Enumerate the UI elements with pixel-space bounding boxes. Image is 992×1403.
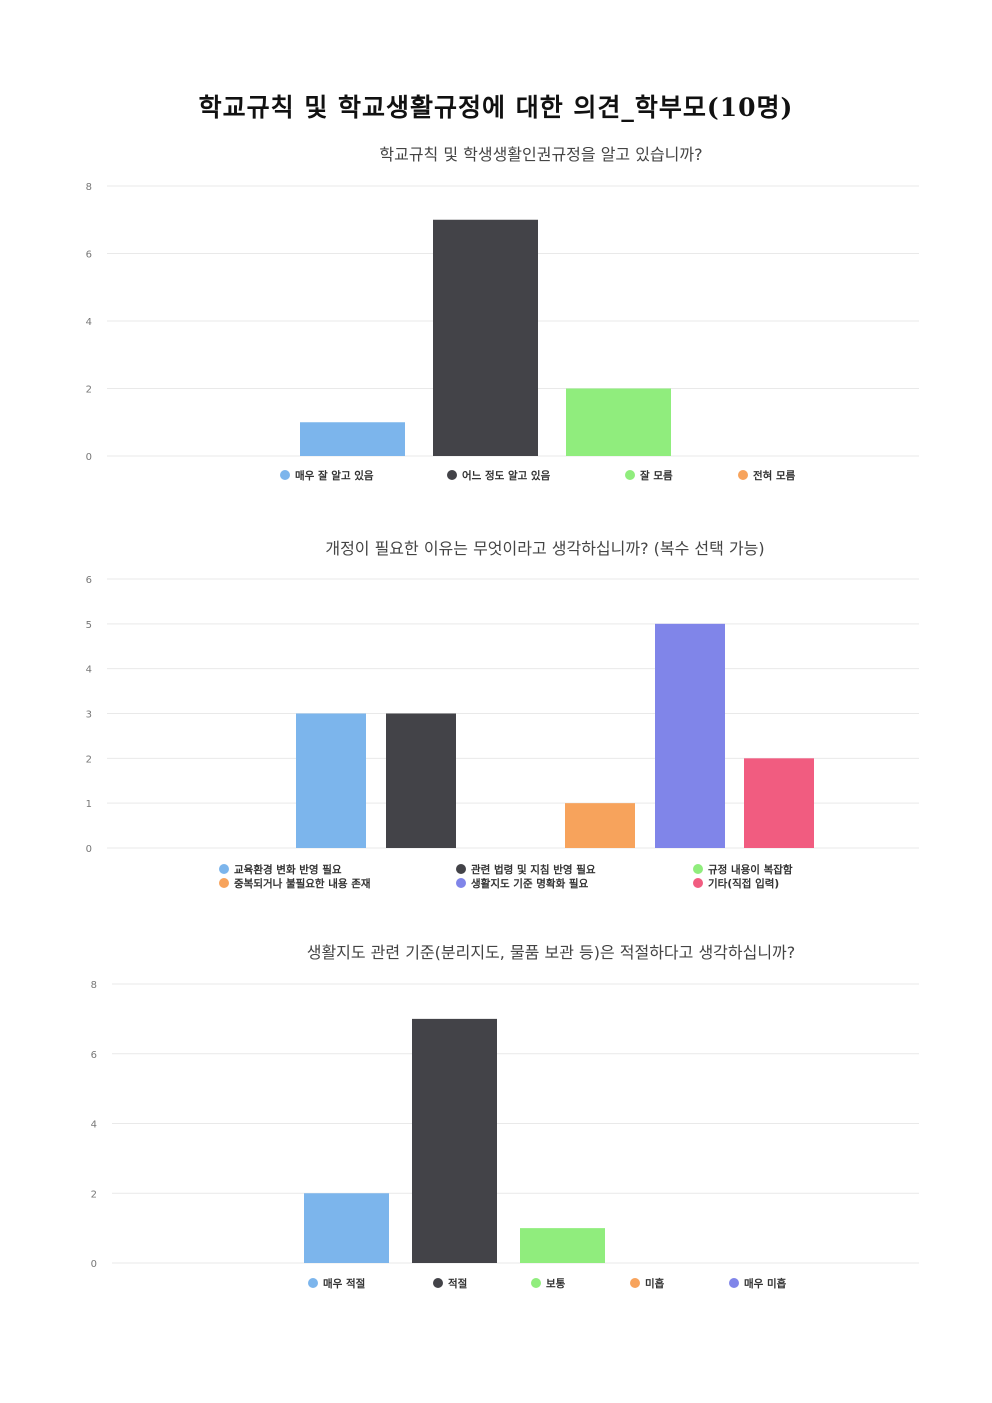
y-tick-label: 4 xyxy=(86,665,92,676)
y-tick-label: 0 xyxy=(91,1259,97,1270)
legend-label: 미흡 xyxy=(645,1277,665,1290)
legend-label: 어느 정도 알고 있음 xyxy=(462,469,551,482)
legend-label: 관련 법령 및 지침 반영 필요 xyxy=(471,863,596,876)
legend-marker xyxy=(630,1278,640,1288)
legend-marker xyxy=(738,470,748,480)
y-tick-label: 8 xyxy=(91,980,97,991)
legend-label: 매우 잘 알고 있음 xyxy=(295,469,374,482)
bar-1 xyxy=(304,1193,389,1263)
y-tick-label: 4 xyxy=(86,317,92,328)
bar-1 xyxy=(300,422,405,456)
y-tick-label: 0 xyxy=(86,452,92,463)
y-tick-label: 6 xyxy=(91,1050,97,1061)
legend-label: 전혀 모름 xyxy=(753,469,796,482)
bar-3 xyxy=(566,388,671,456)
legend-marker xyxy=(433,1278,443,1288)
y-tick-label: 2 xyxy=(86,385,92,396)
bar-1 xyxy=(296,713,366,848)
legend-label: 중복되거나 불필요한 내용 존재 xyxy=(234,877,371,890)
chart-title: 생활지도 관련 기준(분리지도, 물품 보관 등)은 적절하다고 생각하십니까? xyxy=(307,943,796,962)
legend-marker xyxy=(456,878,466,888)
legend-marker xyxy=(219,864,229,874)
legend-label: 매우 미흡 xyxy=(744,1277,787,1290)
legend-marker xyxy=(280,470,290,480)
page-title: 학교규칙 및 학교생활규정에 대한 의견_학부모(10명) xyxy=(198,93,794,122)
legend-label: 잘 모름 xyxy=(640,470,673,482)
chart-title: 학교규칙 및 학생생활인권규정을 알고 있습니까? xyxy=(379,145,702,164)
legend-label: 매우 적절 xyxy=(323,1277,365,1290)
y-tick-label: 6 xyxy=(86,250,92,261)
legend-label: 교육환경 변화 반영 필요 xyxy=(234,863,342,876)
y-tick-label: 2 xyxy=(91,1189,97,1200)
bar-2 xyxy=(433,219,538,456)
legend-marker xyxy=(693,878,703,888)
y-tick-label: 4 xyxy=(91,1120,97,1131)
y-tick-label: 3 xyxy=(86,710,92,721)
legend-marker xyxy=(531,1278,541,1288)
legend-marker xyxy=(625,470,635,480)
legend-marker xyxy=(693,864,703,874)
legend-label: 보통 xyxy=(546,1278,566,1290)
bar-6 xyxy=(744,758,814,848)
y-tick-label: 5 xyxy=(86,620,92,631)
chart-revision-reasons: 개정이 필요한 이유는 무엇이라고 생각하십니까? (복수 선택 가능) 0 1 2 3… xyxy=(86,539,919,890)
legend-label: 적절 xyxy=(448,1277,467,1290)
bar-3 xyxy=(520,1228,605,1263)
y-tick-label: 2 xyxy=(86,754,92,765)
legend-label: 생활지도 기준 명확화 필요 xyxy=(471,877,589,890)
y-tick-label: 1 xyxy=(86,799,92,810)
y-tick-label: 0 xyxy=(86,844,92,855)
y-tick-label: 6 xyxy=(86,575,92,586)
bar-2 xyxy=(386,713,456,848)
chart-guidance-appropriateness: 생활지도 관련 기준(분리지도, 물품 보관 등)은 적절하다고 생각하십니까?… xyxy=(91,943,919,1290)
bar-4 xyxy=(565,803,635,848)
chart-title: 개정이 필요한 이유는 무엇이라고 생각하십니까? (복수 선택 가능) xyxy=(325,539,764,558)
legend-label: 기타(직접 입력) xyxy=(708,877,779,890)
legend-marker xyxy=(456,864,466,874)
legend-marker xyxy=(447,470,457,480)
y-tick-label: 8 xyxy=(86,182,92,193)
legend-label: 규정 내용이 복잡함 xyxy=(708,863,793,876)
legend-marker xyxy=(219,878,229,888)
legend-marker xyxy=(729,1278,739,1288)
chart-known-rules: 학교규칙 및 학생생활인권규정을 알고 있습니까? 0 2 4 6 8 매우 잘 알고 있음… xyxy=(86,145,919,482)
bar-2 xyxy=(412,1018,497,1263)
legend-marker xyxy=(308,1278,318,1288)
bar-5 xyxy=(655,623,725,848)
